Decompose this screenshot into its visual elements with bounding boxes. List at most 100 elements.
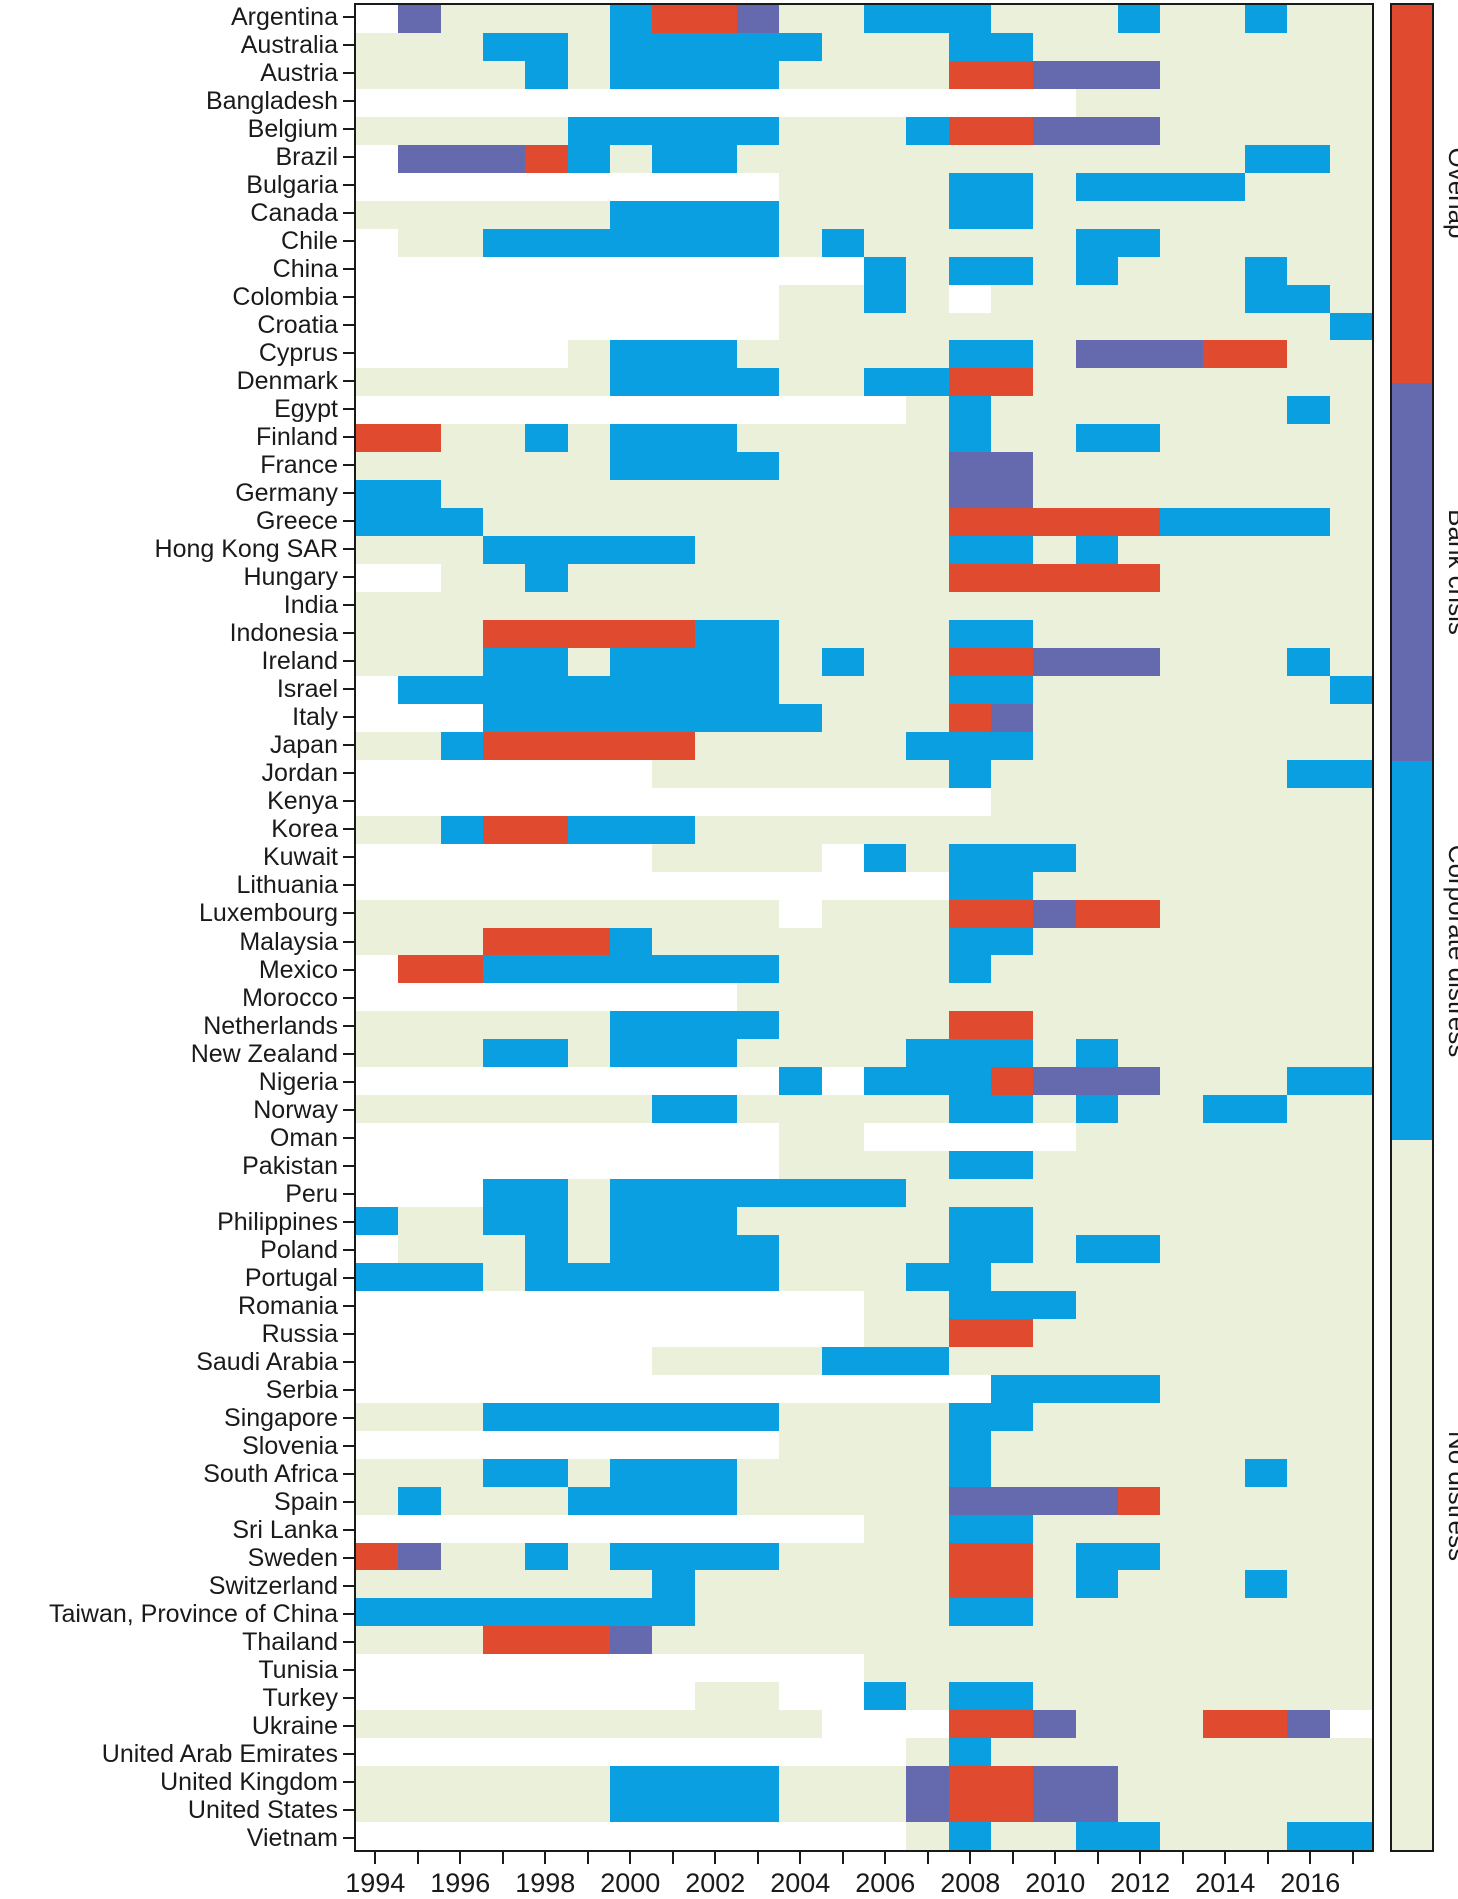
heatmap-cell xyxy=(356,1654,399,1683)
y-tick xyxy=(343,1332,354,1335)
colorbar-segment xyxy=(1392,761,1432,1140)
heatmap-cell xyxy=(440,1570,483,1599)
heatmap-cell xyxy=(863,1262,907,1291)
heatmap-cell xyxy=(821,340,864,369)
heatmap-cell xyxy=(821,1318,864,1347)
heatmap-cell xyxy=(1287,1095,1330,1124)
heatmap-cell xyxy=(398,256,441,285)
heatmap-cell xyxy=(736,88,780,117)
x-tick xyxy=(1181,1852,1184,1864)
country-label: Mexico xyxy=(258,955,338,984)
heatmap-cell xyxy=(694,759,737,788)
heatmap-cell xyxy=(609,312,653,341)
heatmap-cell xyxy=(736,843,780,872)
heatmap-cell xyxy=(1244,1179,1288,1208)
heatmap-cell xyxy=(906,1738,949,1767)
heatmap-cell xyxy=(863,228,907,257)
heatmap-cell xyxy=(652,1822,695,1850)
country-label: Spain xyxy=(274,1487,338,1516)
heatmap-cell xyxy=(694,1514,737,1543)
heatmap-cell xyxy=(1244,32,1288,61)
heatmap-cell xyxy=(906,60,949,89)
heatmap-cell xyxy=(863,144,907,173)
heatmap-cell xyxy=(652,1123,695,1152)
y-tick xyxy=(343,520,354,523)
heatmap-cell xyxy=(440,1262,483,1291)
heatmap-cell xyxy=(1075,1570,1118,1599)
heatmap-cell xyxy=(567,1738,610,1767)
heatmap-cell xyxy=(525,1011,568,1040)
heatmap-cell xyxy=(1160,144,1203,173)
heatmap-cell xyxy=(482,759,526,788)
heatmap-cell xyxy=(1329,592,1372,620)
heatmap-cell xyxy=(525,1794,568,1823)
heatmap-cell xyxy=(1287,592,1330,620)
heatmap-cell xyxy=(1329,564,1372,593)
heatmap-cell xyxy=(694,703,737,732)
heatmap-cell xyxy=(821,1570,864,1599)
heatmap-cell xyxy=(863,1794,907,1823)
heatmap-cell xyxy=(356,787,399,816)
heatmap-cell xyxy=(525,1626,568,1655)
heatmap-cell xyxy=(440,1067,483,1096)
heatmap-cell xyxy=(609,1682,653,1711)
heatmap-cell xyxy=(1287,675,1330,704)
heatmap-cell xyxy=(482,1598,526,1627)
heatmap-cell xyxy=(1287,1235,1330,1263)
heatmap-cell xyxy=(1160,1123,1203,1152)
heatmap-cell xyxy=(1160,480,1203,509)
heatmap-cell xyxy=(1117,1262,1161,1291)
heatmap-cell xyxy=(736,1682,780,1711)
heatmap-cell xyxy=(736,228,780,257)
heatmap-cell xyxy=(440,1598,483,1627)
heatmap-cell xyxy=(948,284,991,313)
heatmap-cell xyxy=(609,1123,653,1152)
x-tick xyxy=(926,1852,929,1864)
heatmap-cell xyxy=(1329,1794,1372,1823)
country-label: Austria xyxy=(260,59,338,88)
heatmap-cell xyxy=(482,1822,526,1850)
heatmap-cell xyxy=(398,1262,441,1291)
heatmap-cell xyxy=(1287,368,1330,397)
heatmap-cell xyxy=(906,1766,949,1795)
heatmap-cell xyxy=(398,1039,441,1068)
heatmap-cell xyxy=(1329,60,1372,89)
heatmap-cell xyxy=(356,1402,399,1431)
heatmap-cell xyxy=(1244,1738,1288,1767)
heatmap-cell xyxy=(1033,396,1076,425)
heatmap-cell xyxy=(948,1766,991,1795)
heatmap-cell xyxy=(567,1402,610,1431)
country-label: Germany xyxy=(235,479,338,508)
heatmap-cell xyxy=(1075,1067,1118,1096)
heatmap-cell xyxy=(482,955,526,984)
heatmap-cell xyxy=(990,871,1034,900)
heatmap-cell xyxy=(482,620,526,648)
heatmap-cell xyxy=(906,32,949,61)
heatmap-cell xyxy=(948,200,991,229)
heatmap-cell xyxy=(821,1067,864,1096)
heatmap-cell xyxy=(990,256,1034,285)
heatmap-cell xyxy=(779,1235,822,1263)
heatmap-cell xyxy=(356,256,399,285)
heatmap-cell xyxy=(990,1486,1034,1515)
heatmap-cell xyxy=(990,1458,1034,1487)
heatmap-cell xyxy=(990,1095,1034,1124)
heatmap-cell xyxy=(1160,116,1203,145)
heatmap-cell xyxy=(482,1738,526,1767)
heatmap-cell xyxy=(779,228,822,257)
heatmap-cell xyxy=(694,1346,737,1375)
y-tick xyxy=(343,1724,354,1727)
heatmap-plot-area xyxy=(354,3,1374,1852)
x-tick xyxy=(544,1852,547,1864)
heatmap-cell xyxy=(1117,1710,1161,1739)
heatmap-cell xyxy=(990,1374,1034,1403)
heatmap-cell xyxy=(1329,32,1372,61)
heatmap-cell xyxy=(567,955,610,984)
heatmap-cell xyxy=(779,32,822,61)
heatmap-cell xyxy=(609,340,653,369)
heatmap-cell xyxy=(1329,284,1372,313)
heatmap-cell xyxy=(1033,1738,1076,1767)
heatmap-cell xyxy=(652,1235,695,1263)
y-tick xyxy=(343,828,354,831)
heatmap-cell xyxy=(440,787,483,816)
